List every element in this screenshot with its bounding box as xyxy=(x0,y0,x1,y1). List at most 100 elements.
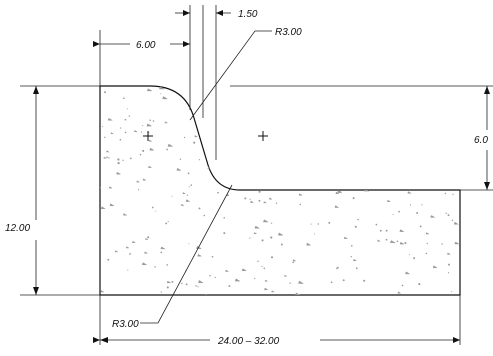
concrete-speck xyxy=(341,118,343,120)
concrete-speck xyxy=(355,267,358,270)
concrete-speck xyxy=(273,137,276,140)
concrete-speck xyxy=(413,257,416,260)
concrete-speck xyxy=(451,86,454,88)
concrete-speck xyxy=(152,120,155,122)
concrete-speck xyxy=(384,114,386,116)
concrete-speck xyxy=(241,268,248,271)
concrete-speck xyxy=(271,290,276,293)
concrete-speck xyxy=(275,166,278,169)
concrete-speck xyxy=(361,149,364,151)
concrete-speck xyxy=(313,233,315,235)
concrete-speck xyxy=(154,266,156,268)
concrete-speck xyxy=(164,121,169,124)
concrete-speck xyxy=(389,112,391,115)
concrete-speck xyxy=(447,252,452,255)
concrete-speck xyxy=(119,127,122,129)
concrete-speck xyxy=(190,184,193,186)
concrete-speck xyxy=(445,212,447,214)
concrete-speck xyxy=(319,165,321,167)
concrete-speck xyxy=(440,149,446,152)
concrete-speck xyxy=(131,240,137,243)
concrete-speck xyxy=(141,262,148,266)
dim-radius-bottom-label: R3.00 xyxy=(112,319,139,330)
concrete-speck xyxy=(326,116,332,119)
concrete-speck xyxy=(270,222,273,224)
concrete-speck xyxy=(362,118,365,121)
dim-width-top-label: 6.00 xyxy=(136,40,156,51)
concrete-speck xyxy=(440,154,446,158)
concrete-speck xyxy=(419,157,421,159)
concrete-speck xyxy=(448,263,450,266)
concrete-speck xyxy=(443,153,445,155)
concrete-speck xyxy=(224,88,227,91)
dim-bottom-width-arrow-left xyxy=(100,337,108,343)
concrete-speck xyxy=(430,215,436,218)
concrete-speck xyxy=(453,155,459,158)
concrete-speck xyxy=(250,109,252,111)
concrete-speck xyxy=(217,191,219,194)
concrete-speck xyxy=(126,108,128,110)
concrete-speck xyxy=(159,86,166,90)
concrete-speck xyxy=(268,197,273,200)
concrete-speck xyxy=(148,139,153,142)
concrete-speck xyxy=(426,242,428,245)
concrete-speck xyxy=(397,291,402,294)
concrete-speck xyxy=(181,282,183,285)
concrete-speck xyxy=(308,112,310,115)
concrete-speck xyxy=(197,123,202,126)
concrete-speck xyxy=(257,101,263,104)
concrete-speck xyxy=(136,180,141,183)
concrete-speck xyxy=(385,238,388,241)
concrete-speck xyxy=(336,117,341,120)
concrete-speck xyxy=(265,118,268,120)
concrete-speck xyxy=(408,254,411,256)
dim-right-height-arrow-bottom xyxy=(484,182,490,190)
concrete-speck xyxy=(292,261,295,264)
concrete-speck xyxy=(254,225,261,229)
concrete-speck xyxy=(330,281,333,284)
concrete-speck xyxy=(100,187,101,189)
concrete-speck xyxy=(398,122,400,125)
concrete-speck xyxy=(316,169,322,173)
concrete-speck xyxy=(186,194,189,196)
concrete-speck xyxy=(375,223,378,226)
concrete-speck xyxy=(218,125,221,127)
section-outline xyxy=(99,85,461,296)
concrete-speck xyxy=(337,190,343,193)
concrete-speck xyxy=(223,217,225,219)
concrete-speck xyxy=(448,118,450,120)
concrete-speck xyxy=(162,96,169,100)
concrete-speck xyxy=(165,222,168,225)
concrete-speck xyxy=(336,266,339,269)
concrete-speck xyxy=(225,158,228,161)
concrete-speck xyxy=(419,182,421,184)
concrete-speck xyxy=(273,106,276,109)
concrete-speck xyxy=(253,98,256,102)
concrete-speck xyxy=(250,200,255,203)
dim-left-height-arrow-top xyxy=(33,86,39,94)
concrete-speck xyxy=(263,267,266,270)
concrete-speck xyxy=(122,213,128,216)
concrete-speck xyxy=(398,210,400,213)
concrete-speck xyxy=(280,243,283,246)
concrete-speck xyxy=(286,131,289,134)
concrete-speck xyxy=(106,150,110,153)
concrete-speck xyxy=(128,115,131,117)
concrete-speck xyxy=(289,282,291,284)
concrete-speck xyxy=(327,168,332,171)
concrete-speck xyxy=(171,280,174,283)
dim-right-height-label: 6.0 xyxy=(474,135,488,146)
concrete-speck xyxy=(441,243,443,245)
concrete-speck xyxy=(298,90,301,92)
concrete-speck xyxy=(336,268,338,270)
concrete-speck xyxy=(114,250,119,253)
concrete-speck xyxy=(299,203,302,206)
concrete-speck xyxy=(119,138,122,141)
concrete-speck xyxy=(205,127,208,130)
concrete-speck xyxy=(354,225,357,228)
concrete-speck xyxy=(447,214,450,217)
concrete-speck xyxy=(104,136,106,138)
concrete-speck xyxy=(263,201,268,204)
concrete-speck xyxy=(244,197,247,200)
concrete-speck xyxy=(103,156,108,159)
